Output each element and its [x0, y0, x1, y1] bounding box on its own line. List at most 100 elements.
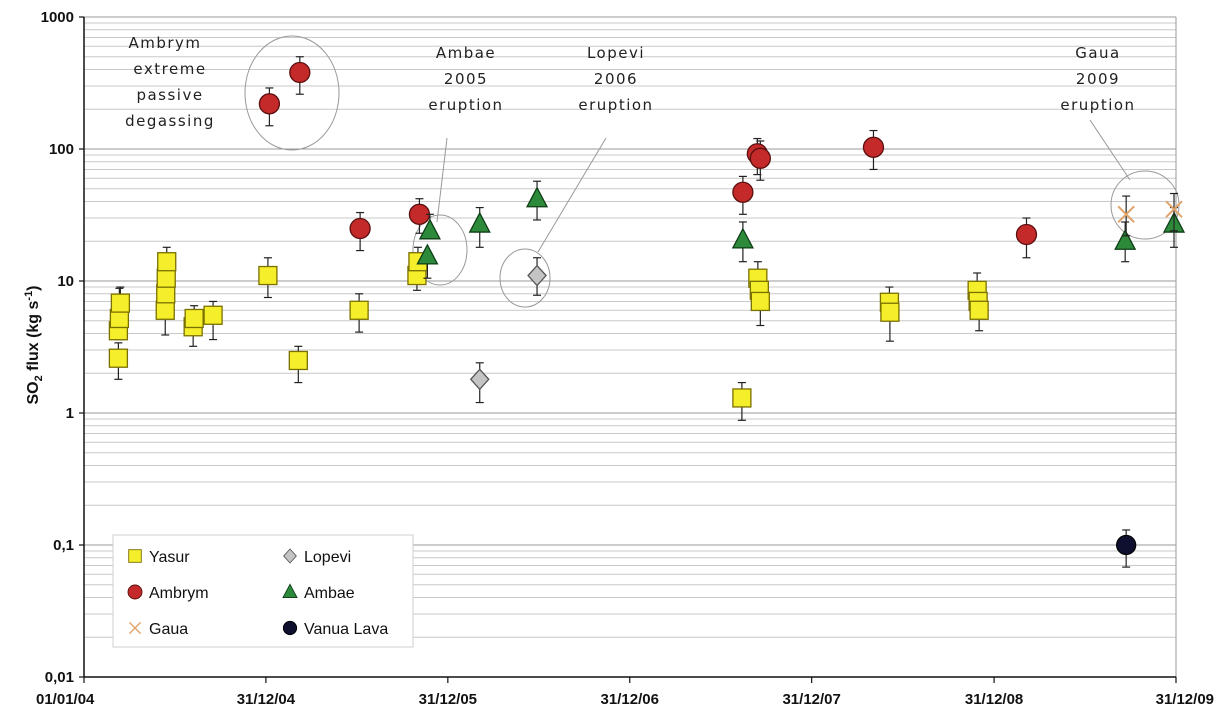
data-point-square: [156, 268, 176, 288]
data-point-triangle: [731, 227, 754, 249]
annotation-ellipse-ambrym: [244, 35, 340, 151]
y-axis-label-end: ): [25, 285, 42, 290]
annotation-line: passive: [136, 86, 203, 104]
annotation-line: eruption: [428, 96, 503, 114]
data-point-circle: [258, 93, 281, 115]
legend-label: Yasur: [149, 549, 190, 566]
annotation-ambrym: Ambrym extreme passive degassing: [125, 34, 215, 130]
annotation-gaua: Gaua 2009 eruption: [1060, 44, 1135, 114]
annotation-line: 2006: [594, 70, 638, 88]
data-point-triangle: [418, 218, 441, 240]
x-tick-label: 31/12/09: [1156, 691, 1214, 708]
series-ambrym: [258, 56, 1038, 259]
data-point-square: [184, 308, 204, 329]
legend-marker: [282, 583, 298, 599]
data-point-circle: [1015, 223, 1038, 246]
annotation-line: degassing: [125, 112, 215, 130]
annotation-line: extreme: [133, 60, 206, 78]
legend-marker: [283, 548, 297, 564]
annotation-leader-ambae: [436, 137, 448, 223]
y-ticks: 0,01 0,1 1 10 100 1000: [41, 9, 84, 686]
series-ambae: [416, 180, 1186, 279]
data-point-square: [108, 348, 129, 368]
x-tick-label: 01/01/04: [36, 691, 95, 708]
data-point-square: [750, 291, 770, 312]
legend-label: Ambrym: [149, 585, 209, 602]
data-point-circle: [349, 217, 371, 240]
y-axis-label-rest: flux (kg s: [25, 300, 42, 375]
legend-marker-x: [128, 621, 142, 635]
annotation-line: Gaua: [1075, 44, 1121, 62]
annotation-lopevi: Lopevi 2006 eruption: [578, 44, 653, 114]
annotation-line: Ambrym: [128, 34, 201, 52]
annotation-ambae: Ambae 2005 eruption: [428, 44, 503, 114]
data-point-triangle: [1114, 228, 1137, 250]
annotation-ellipse-lopevi: [499, 248, 551, 308]
legend-label: Gaua: [149, 621, 188, 638]
y-tick-label: 1000: [41, 9, 74, 26]
data-point-square: [258, 265, 278, 286]
data-point-diamond: [469, 368, 490, 391]
legend-marker-diamond: [283, 548, 297, 564]
legend-item: Ambrym: [127, 584, 209, 602]
data-point-dot: [1116, 534, 1137, 556]
annotation-line: eruption: [1060, 96, 1135, 114]
series-gaua: [1117, 192, 1183, 237]
data-point-square: [110, 293, 131, 313]
legend-item: Vanua Lava: [282, 620, 388, 638]
y-tick-label: 100: [49, 141, 74, 158]
series-vanua-lava: [1116, 529, 1137, 568]
data-point-x: [1165, 200, 1183, 218]
data-point-square: [155, 300, 175, 320]
y-axis-label-sub: 2: [33, 375, 45, 381]
data-point-square: [349, 300, 369, 320]
x-tick-label: 31/12/05: [419, 691, 477, 708]
legend-item: Yasur: [128, 549, 190, 566]
data-point-circle: [732, 181, 754, 203]
legend-marker: [128, 549, 142, 563]
legend-marker: [128, 621, 142, 635]
annotation-line: Lopevi: [587, 44, 645, 62]
annotation-line: Ambae: [436, 44, 496, 62]
legend-marker-dot: [282, 620, 298, 636]
legend-item: Gaua: [128, 621, 188, 638]
y-tick-label: 0,1: [53, 537, 74, 554]
y-axis-label-main: SO: [25, 381, 42, 404]
data-point-diamond: [527, 264, 547, 287]
annotation-line: 2005: [444, 70, 488, 88]
annotation-leader-gaua: [1089, 119, 1131, 181]
data-point-square: [288, 350, 308, 371]
y-tick-label: 1: [66, 405, 74, 422]
y-axis-label-sup: -1: [23, 291, 35, 301]
data-point-circle: [289, 61, 311, 84]
annotation-leader-lopevi: [537, 137, 607, 253]
legend-label: Vanua Lava: [304, 621, 388, 638]
annotation-line: 2009: [1076, 70, 1120, 88]
data-point-square: [732, 388, 752, 408]
data-point-circle: [749, 147, 771, 169]
data-point-square: [203, 305, 223, 325]
data-point-triangle: [468, 211, 491, 233]
y-tick-label: 10: [57, 273, 74, 290]
y-tick-label: 0,01: [45, 669, 74, 686]
x-tick-label: 31/12/07: [782, 691, 840, 708]
annotations: Ambrym extreme passive degassing Ambae 2…: [125, 34, 1180, 308]
legend-marker: [127, 584, 143, 600]
legend-marker-square: [128, 549, 142, 563]
annotation-line: eruption: [578, 96, 653, 114]
data-point-triangle: [416, 243, 439, 265]
x-ticks: 01/01/04 31/12/04 31/12/05 31/12/06 31/12/07…: [36, 677, 1214, 708]
annotation-ellipse-ambae: [412, 214, 468, 286]
legend-marker-circle: [127, 584, 143, 600]
legend: Yasur Lopevi Ambrym Ambae Gaua Vanua Lava: [112, 534, 414, 648]
x-tick-label: 31/12/04: [237, 691, 296, 708]
y-axis-label: SO2 flux (kg s-1): [23, 285, 45, 404]
x-tick-label: 31/12/06: [601, 691, 659, 708]
legend-box: [112, 534, 414, 648]
data-point-square: [880, 302, 900, 322]
x-tick-label: 31/12/08: [965, 691, 1023, 708]
legend-label: Lopevi: [304, 549, 351, 566]
data-point-square: [969, 300, 989, 320]
data-point-x: [1117, 205, 1135, 224]
